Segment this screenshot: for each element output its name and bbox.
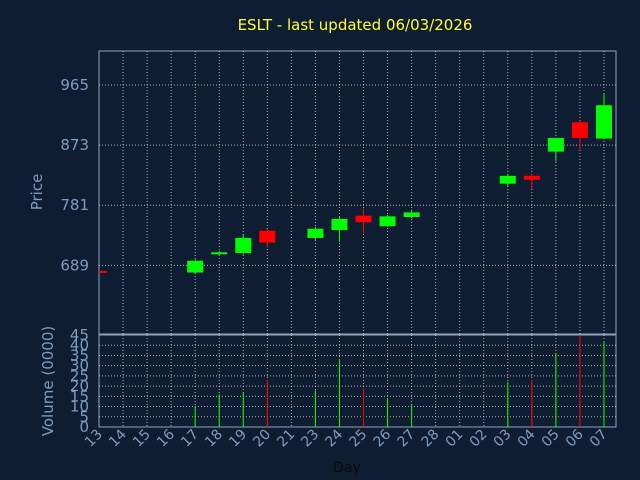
candle-body [259, 230, 276, 243]
candle-body [187, 260, 204, 273]
x-tick-label: 07 [587, 427, 611, 451]
x-tick-label: 14 [106, 426, 130, 450]
volume-tick-label: 0 [79, 418, 89, 436]
x-tick-label: 06 [563, 426, 587, 450]
x-tick-label: 15 [130, 427, 154, 451]
x-tick-label: 25 [346, 427, 370, 451]
volume-panel [98, 334, 617, 428]
volume-tick-label: 45 [70, 326, 89, 344]
candle-body [211, 252, 228, 255]
volume-series [194, 335, 605, 427]
chart-title: ESLT - last updated 06/03/2026 [238, 16, 473, 34]
x-tick-label: 17 [178, 427, 202, 451]
price-tick-label: 689 [60, 256, 89, 274]
price-axis-ticks: 689 781 873 965 [60, 76, 89, 274]
candle-body [571, 122, 588, 138]
x-tick-label: 16 [154, 426, 178, 450]
candle-body [235, 237, 252, 253]
x-tick-label: 20 [250, 427, 274, 451]
price-tick-label: 965 [60, 76, 89, 94]
volume-tick-label: 25 [70, 367, 89, 385]
x-axis-label: Day [333, 460, 361, 476]
candle-body [547, 137, 564, 152]
volume-tick-label: 10 [70, 398, 89, 416]
x-tick-label: 26 [370, 426, 394, 450]
volume-tick-label: 35 [70, 346, 89, 364]
x-tick-label: 28 [419, 427, 443, 451]
volume-tick-label: 15 [70, 387, 89, 405]
candle-body [403, 212, 420, 218]
price-grid [99, 51, 616, 334]
x-tick-label: 24 [322, 426, 346, 450]
volume-tick-label: 30 [70, 357, 89, 375]
price-tick-label: 873 [60, 136, 89, 154]
candle-body [499, 175, 516, 184]
x-tick-label: 21 [274, 427, 298, 451]
candle-body [523, 175, 540, 180]
candle-body [307, 228, 324, 238]
candle-body [355, 215, 372, 223]
volume-tick-label: 40 [70, 336, 89, 354]
x-tick-label: 18 [202, 427, 226, 451]
price-panel [98, 50, 617, 335]
candle-body [331, 218, 348, 231]
candle-body [595, 105, 612, 139]
x-tick-label: 03 [491, 427, 515, 451]
x-tick-label: 05 [539, 427, 563, 451]
x-tick-label: 01 [443, 427, 467, 451]
volume-tick-label: 20 [70, 377, 89, 395]
x-tick-label: 23 [298, 427, 322, 451]
candle-body [379, 216, 396, 227]
volume-tick-label: 5 [79, 408, 89, 426]
candlestick-series [99, 93, 612, 274]
x-tick-label: 19 [226, 427, 250, 451]
volume-axis-label: Volume (0000) [39, 326, 57, 436]
x-axis-ticks: 13 14 15 16 17 18 19 20 21 23 24 25 26 27 28 01 02 03 04 05… [82, 426, 611, 450]
price-tick-label: 781 [60, 196, 89, 214]
volume-grid [99, 335, 616, 427]
x-tick-label: 04 [515, 426, 539, 450]
price-axis-label: Price [28, 174, 46, 211]
x-tick-label: 02 [467, 427, 491, 451]
x-tick-label: 27 [395, 427, 419, 451]
